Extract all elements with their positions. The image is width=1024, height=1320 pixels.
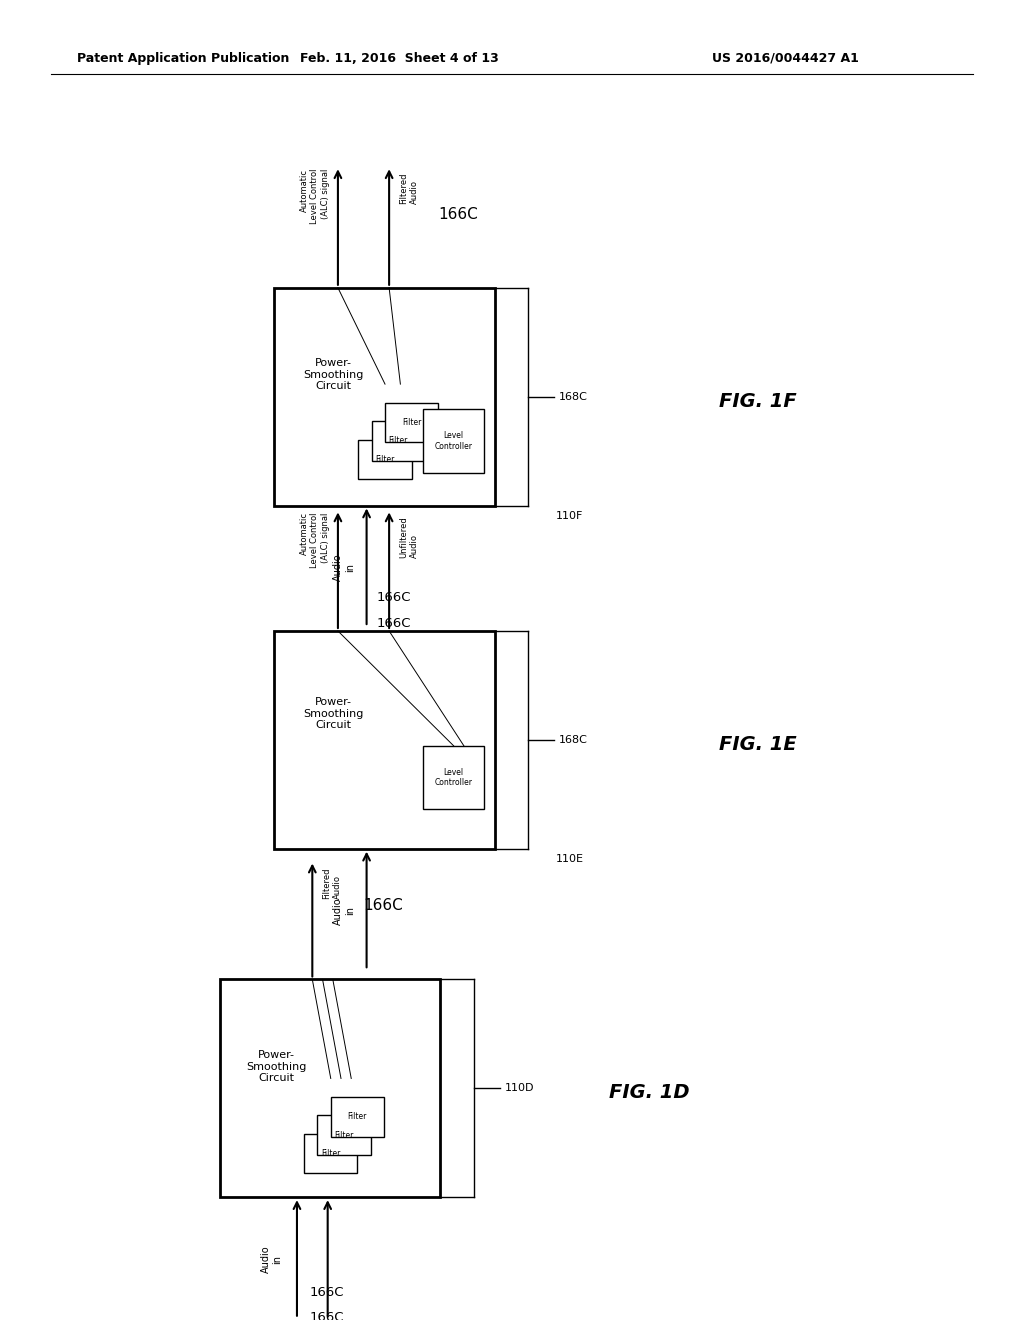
Text: 168C: 168C	[559, 735, 588, 744]
Bar	[331, 1097, 384, 1137]
Text: 110F: 110F	[556, 511, 584, 521]
Bar	[274, 288, 495, 506]
Text: Audio
in: Audio in	[333, 898, 355, 924]
Text: Filter: Filter	[376, 455, 394, 463]
Bar	[220, 979, 440, 1197]
Bar	[274, 631, 495, 849]
Text: Filter: Filter	[402, 418, 421, 426]
Text: Filter: Filter	[335, 1131, 353, 1139]
Bar	[304, 1134, 357, 1173]
Text: Power-
Smoothing
Circuit: Power- Smoothing Circuit	[247, 1049, 306, 1084]
Bar	[358, 440, 412, 479]
Text: FIG. 1D: FIG. 1D	[609, 1084, 690, 1102]
Text: US 2016/0044427 A1: US 2016/0044427 A1	[712, 51, 858, 65]
Text: 166C: 166C	[377, 616, 412, 630]
Text: 166C: 166C	[438, 207, 478, 222]
Text: Filter: Filter	[389, 437, 408, 445]
Text: 110D: 110D	[505, 1084, 535, 1093]
Bar	[317, 1115, 371, 1155]
Text: Feb. 11, 2016  Sheet 4 of 13: Feb. 11, 2016 Sheet 4 of 13	[300, 51, 499, 65]
Text: Unfiltered
Audio: Unfiltered Audio	[399, 516, 419, 558]
Bar	[423, 746, 484, 809]
Text: Power-
Smoothing
Circuit: Power- Smoothing Circuit	[304, 358, 364, 392]
Bar	[372, 421, 425, 461]
Text: Power-
Smoothing
Circuit: Power- Smoothing Circuit	[304, 697, 364, 730]
Text: Patent Application Publication: Patent Application Publication	[77, 51, 289, 65]
Bar	[385, 403, 438, 442]
Text: Filter: Filter	[348, 1113, 367, 1121]
Text: 166C: 166C	[364, 899, 403, 913]
Text: Automatic
Level Control
(ALC) signal: Automatic Level Control (ALC) signal	[300, 512, 330, 568]
Bar	[423, 409, 484, 473]
Text: Audio
in: Audio in	[333, 554, 355, 581]
Text: Filtered
Audio: Filtered Audio	[323, 867, 342, 899]
Text: Filter: Filter	[322, 1150, 340, 1158]
Text: FIG. 1F: FIG. 1F	[719, 392, 797, 411]
Text: Automatic
Level Control
(ALC) signal: Automatic Level Control (ALC) signal	[300, 169, 330, 224]
Text: 166C: 166C	[309, 1286, 344, 1299]
Text: 110E: 110E	[556, 854, 584, 865]
Text: 166C: 166C	[377, 591, 412, 605]
Text: FIG. 1E: FIG. 1E	[719, 735, 797, 754]
Text: Level
Controller: Level Controller	[434, 432, 473, 450]
Text: 166C: 166C	[309, 1311, 344, 1320]
Text: Filtered
Audio: Filtered Audio	[399, 173, 419, 205]
Text: Audio
in: Audio in	[260, 1246, 283, 1272]
Text: 168C: 168C	[559, 392, 588, 401]
Text: Level
Controller: Level Controller	[434, 768, 473, 787]
